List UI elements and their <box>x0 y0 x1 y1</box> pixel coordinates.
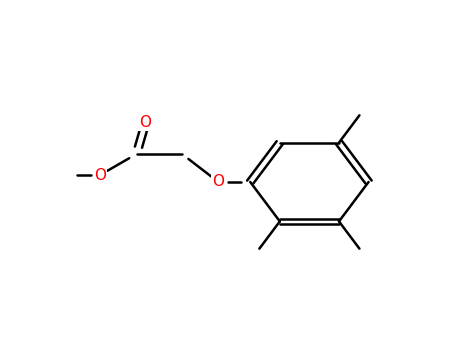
Text: O: O <box>212 175 224 189</box>
Text: O: O <box>94 168 106 182</box>
Text: O: O <box>140 115 152 130</box>
